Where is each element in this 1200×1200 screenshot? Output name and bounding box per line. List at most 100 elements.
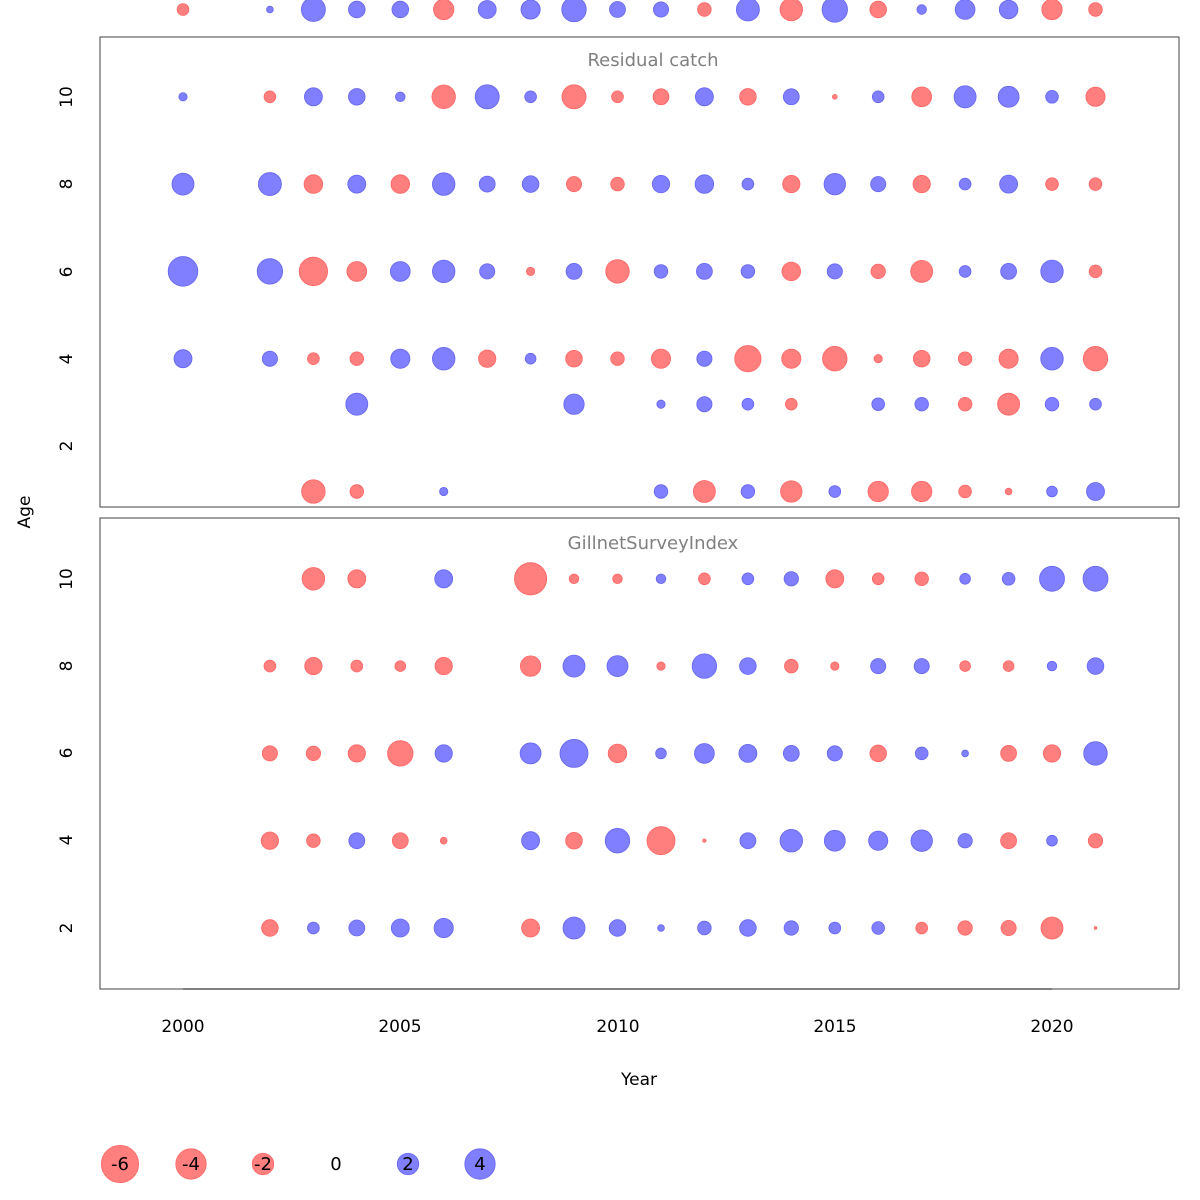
legend-label: 0 [330,1154,341,1175]
bubble-point [394,660,407,672]
bubble-point [870,658,887,675]
bubble-point [696,263,713,280]
bubble-point [961,749,969,758]
bubble-point [1000,832,1017,850]
bubble-point [822,346,848,372]
bubble-point [959,573,971,585]
legend-label: 4 [474,1154,485,1175]
bubble-point [348,0,366,19]
bubble-point [514,562,548,596]
bubble-point [958,484,972,499]
bubble-point [911,480,933,503]
bubble-point [828,485,842,498]
bubble-point [1042,744,1062,763]
bubble-point [391,0,410,19]
bubble-point [565,263,583,280]
bubble-point [387,740,414,767]
bubble-point [696,396,713,413]
bubble-point [1046,834,1058,847]
bubble-point [702,838,707,843]
bubble-point [559,738,589,768]
bubble-point [307,352,320,365]
bubble-point [306,833,321,848]
bubble-point [823,829,846,852]
bubble-point [953,85,977,109]
bubble-point [350,659,364,673]
bubble-point [957,920,973,936]
bubble-point [346,261,368,282]
bubble-point [826,263,843,280]
bubble-point [562,654,586,678]
bubble-point [260,831,279,850]
bubble-point [347,174,367,194]
bubble-point [997,392,1021,416]
bubble-point [395,91,406,103]
y-axis-label: Age [15,496,35,529]
y-tick-label-top: 8 [57,179,77,190]
bubble-point [607,743,628,764]
bubble-point [1083,741,1108,766]
bubble-point [869,744,887,763]
bubble-point [958,265,972,278]
bubble-point [997,85,1020,108]
bubble-point [741,177,755,191]
bubble-point [781,261,802,282]
y-tick-label-bottom: 6 [57,748,77,759]
size-legend: -6 -4 -2 0 2 4 [100,1144,496,1184]
bubble-point [783,920,799,936]
bubble-point [1044,397,1060,412]
bubble-point [605,259,630,284]
bubble-point [301,567,326,591]
bubble-point [434,657,453,676]
bubble-point [612,573,623,585]
bubble-point [910,829,933,852]
bubble-point [390,348,411,369]
bubble-point [914,746,929,761]
bubble-point [958,177,972,191]
bubble-point [610,351,625,366]
bubble-point [606,655,629,677]
bubble-point [347,569,367,589]
bubble-point [432,347,456,371]
bubble-point [691,653,718,679]
bubble-point [266,5,274,14]
bubble-point [1093,926,1098,930]
bubble-point [261,919,279,937]
bubble-point [653,484,669,499]
bubble-point [389,261,411,282]
bubble-point [304,657,323,676]
bubble-point [957,833,973,849]
bubble-point [871,572,885,586]
bubble-point [912,349,931,368]
bubble-point [646,826,676,856]
bubble-point [739,657,757,675]
y-tick-label-top: 10 [57,86,77,108]
bubbles-gillnet-survey-index [260,392,1109,940]
bubble-point [433,917,454,939]
y-tick-label-bottom: 4 [57,835,77,846]
bubble-point [524,352,537,365]
bubble-point [782,745,800,762]
bubble-point [741,572,755,586]
bubble-point [782,175,801,194]
y-tick-label-top: 2 [57,441,77,452]
bubble-point [656,661,666,671]
bubble-point [784,658,799,674]
bubble-point [1082,565,1109,592]
bubble-point [524,90,537,104]
bubble-point [1088,264,1103,279]
bubble-point [782,88,800,106]
bubble-point [1088,2,1103,17]
bubble-point [565,349,583,368]
bubble-point [1000,263,1017,280]
bubble-point [739,919,757,937]
bubble-point [915,921,928,935]
legend-bubble [396,1152,420,1176]
bubble-point [1000,745,1017,762]
bubble-point [1086,482,1105,501]
bubble-point [477,0,497,19]
bubble-point [300,0,326,22]
bubble-point [561,84,587,110]
legend-bubble [175,1148,207,1180]
bubble-point [821,0,848,23]
